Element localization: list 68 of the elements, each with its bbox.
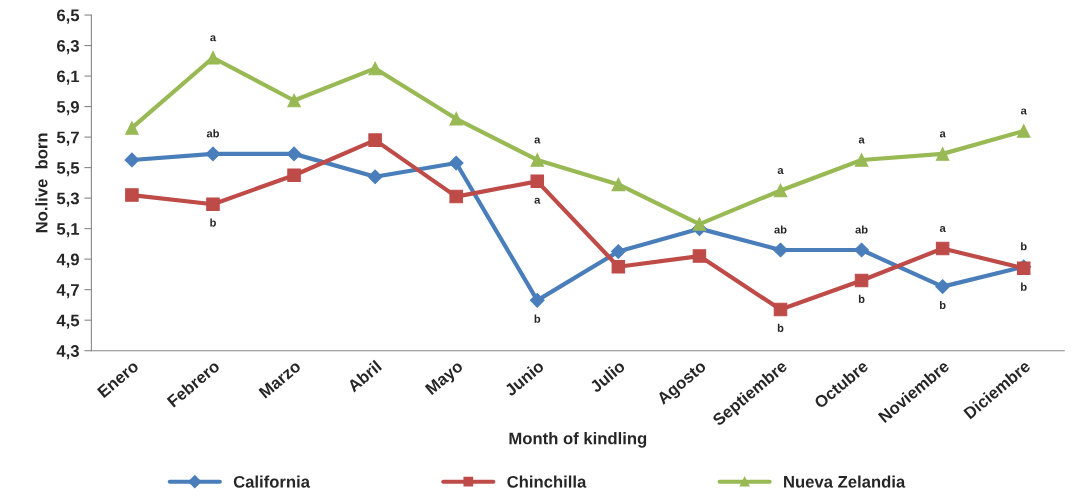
- point: [935, 241, 950, 256]
- y-tick-label: 5,3: [56, 192, 79, 207]
- annotation: a: [534, 197, 541, 204]
- point: [205, 146, 221, 162]
- annotation: ab: [774, 225, 787, 234]
- y-tick-label: 4,7: [56, 284, 79, 299]
- point: [1016, 124, 1031, 138]
- point: [287, 168, 301, 183]
- point: [368, 133, 382, 147]
- point: [610, 244, 626, 259]
- point: [368, 61, 382, 76]
- point: [125, 121, 139, 135]
- point: [611, 177, 626, 192]
- y-tick-label: 6,5: [57, 9, 80, 24]
- y-tick-label: 4,3: [56, 345, 79, 360]
- point: [935, 279, 951, 295]
- point: [854, 242, 869, 258]
- annotation: b: [777, 323, 784, 332]
- point: [692, 249, 707, 263]
- point: [124, 152, 140, 168]
- annotation: a: [210, 35, 217, 42]
- point: [773, 242, 788, 258]
- point: [530, 174, 545, 189]
- y-tick-label: 5,5: [56, 162, 80, 177]
- point: [773, 302, 788, 317]
- y-axis-title: No.live born: [35, 133, 48, 233]
- y-tick-label: 6,3: [57, 39, 79, 55]
- annotation: b: [1021, 282, 1027, 291]
- point: [206, 197, 220, 211]
- legend-label: Nueva Zelandia: [784, 475, 906, 488]
- point: [692, 217, 707, 231]
- annotation: a: [1020, 108, 1027, 115]
- y-tick-label: 4,5: [56, 314, 80, 329]
- point: [448, 155, 464, 171]
- annotation: b: [858, 294, 865, 303]
- point: [286, 146, 302, 162]
- annotation: a: [939, 225, 946, 233]
- point: [530, 153, 545, 167]
- annotation: b: [939, 300, 946, 310]
- point: [854, 273, 869, 288]
- y-tick-label: 4,9: [56, 253, 79, 268]
- y-tick-label: 5,9: [56, 100, 79, 116]
- point: [935, 147, 950, 161]
- annotation: ab: [206, 129, 220, 138]
- y-tick-label: 5,7: [56, 131, 79, 146]
- point: [125, 188, 139, 202]
- legend-label: California: [233, 475, 311, 488]
- point: [287, 93, 301, 108]
- annotation: a: [858, 137, 865, 144]
- annotation: a: [777, 167, 784, 175]
- point: [611, 260, 626, 274]
- annotation: b: [210, 218, 216, 227]
- y-tick-label: 6,1: [57, 70, 80, 85]
- legend-label: Chinchilla: [507, 475, 587, 488]
- annotation: b: [534, 314, 541, 323]
- point: [449, 112, 463, 126]
- point: [529, 292, 545, 308]
- point: [449, 189, 463, 204]
- point: [773, 183, 788, 198]
- y-tick-label: 5,1: [56, 223, 80, 238]
- point: [854, 153, 869, 167]
- annotation: b: [1021, 242, 1027, 251]
- annotation: ab: [855, 225, 868, 234]
- point: [367, 169, 383, 185]
- annotation: a: [534, 137, 541, 144]
- point: [206, 50, 220, 65]
- annotation: a: [939, 131, 946, 138]
- x-axis-title: Month of kindling: [509, 432, 647, 448]
